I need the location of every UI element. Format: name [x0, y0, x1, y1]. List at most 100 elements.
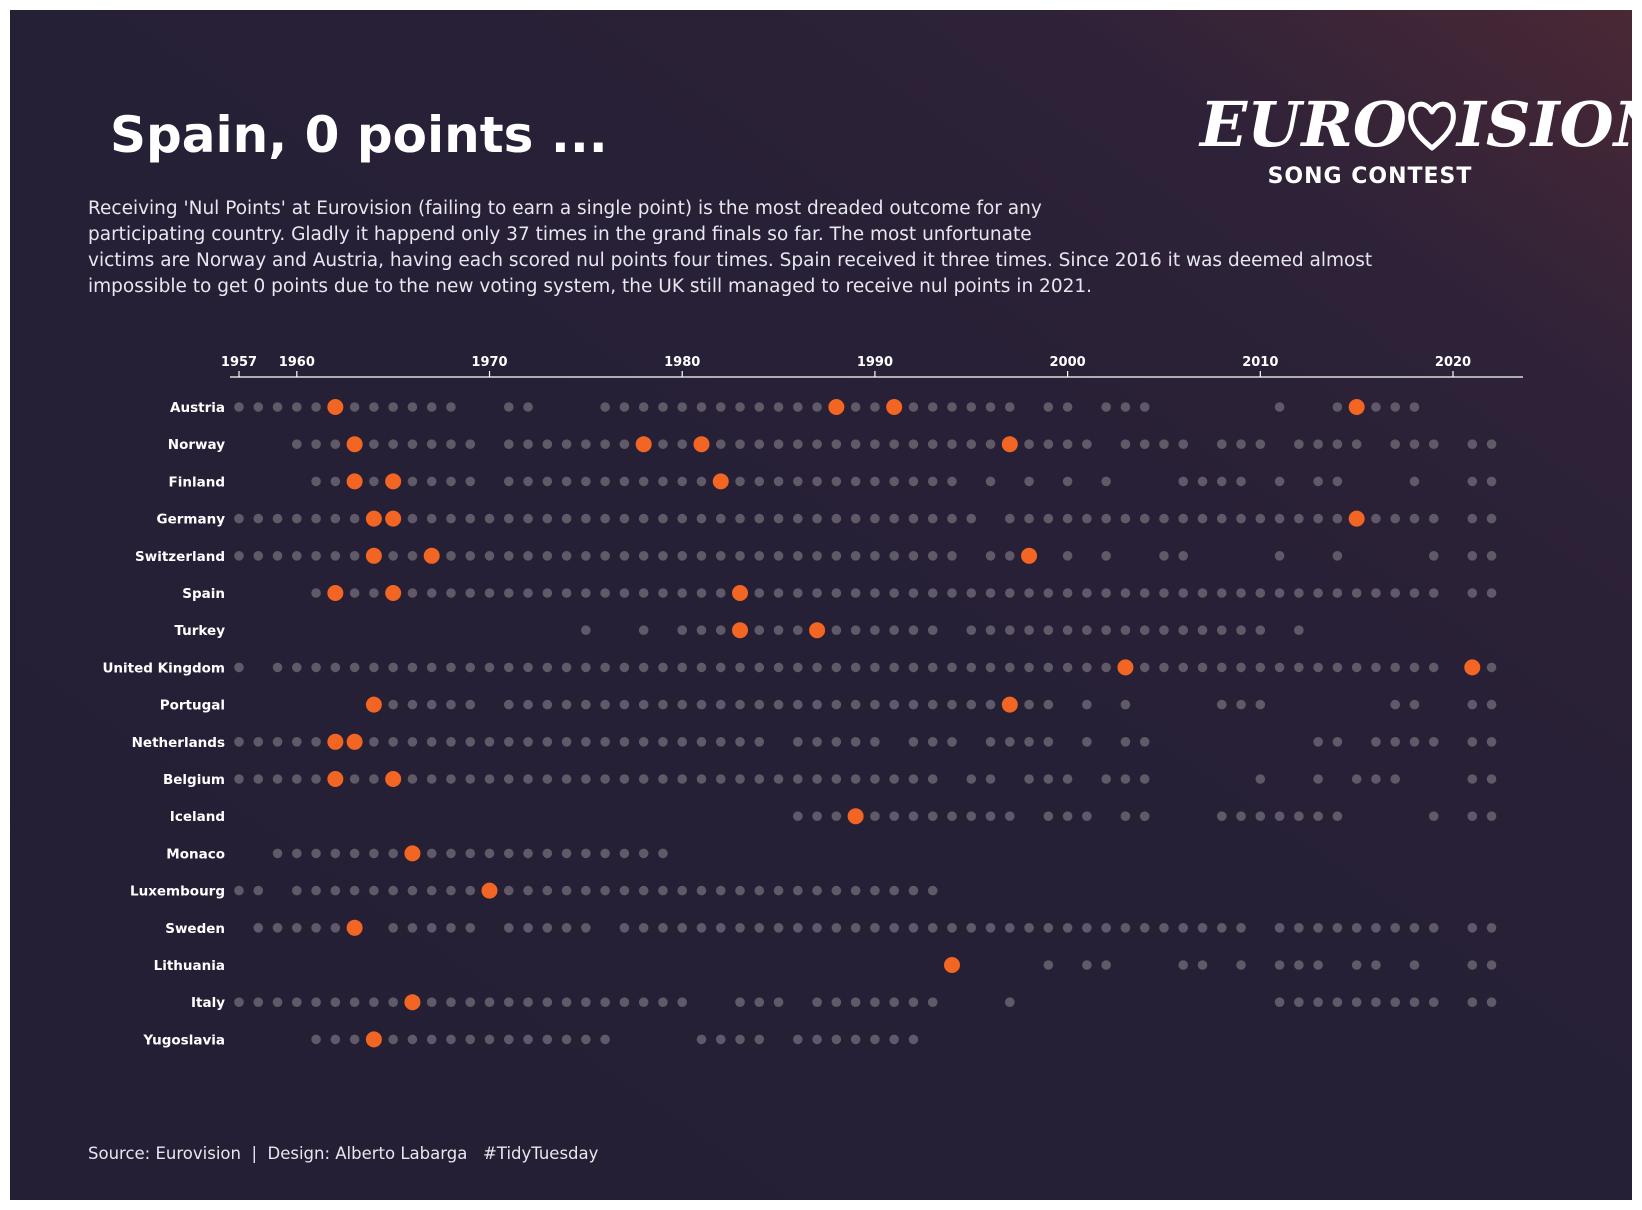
participation-dot: [1139, 774, 1150, 784]
x-tick-label: 2010: [1242, 355, 1278, 370]
participation-dot: [677, 513, 688, 524]
participation-dot: [985, 699, 996, 710]
participation-dot: [1371, 737, 1381, 747]
participation-dot: [793, 662, 803, 673]
participation-dot: [1294, 997, 1304, 1007]
participation-dot: [1120, 923, 1131, 933]
participation-dot: [1390, 662, 1400, 673]
participation-dot: [1486, 662, 1497, 673]
participation-dot: [1409, 923, 1420, 933]
country-label: Iceland: [170, 809, 225, 825]
participation-dot: [1409, 513, 1420, 524]
participation-dot: [1216, 923, 1227, 933]
participation-dot: [1332, 513, 1343, 524]
participation-dot: [966, 811, 977, 821]
participation-dot: [754, 551, 765, 561]
participation-dot: [1274, 923, 1285, 933]
participation-dot: [1062, 625, 1073, 635]
participation-dot: [388, 699, 398, 710]
participation-dot: [292, 923, 302, 933]
participation-dot: [1313, 662, 1323, 673]
x-tick-label: 1960: [279, 355, 315, 370]
participation-dot: [1236, 811, 1246, 821]
participation-dot: [600, 1034, 610, 1045]
participation-dot: [446, 885, 456, 896]
participation-dot: [677, 923, 688, 933]
participation-dot: [1062, 923, 1073, 933]
participation-dot: [638, 476, 649, 487]
participation-dot: [870, 774, 880, 784]
participation-dot: [850, 1034, 861, 1045]
participation-dot: [638, 588, 649, 598]
participation-dot: [735, 402, 745, 412]
participation-dot: [1409, 997, 1420, 1007]
participation-dot: [503, 1034, 514, 1045]
participation-dot: [658, 551, 668, 561]
participation-dot: [1351, 774, 1362, 784]
participation-dot: [1467, 439, 1478, 450]
participation-dot: [1024, 737, 1034, 747]
participation-dot: [812, 476, 822, 487]
participation-dot: [1467, 476, 1478, 487]
participation-dot: [658, 476, 668, 487]
participation-dot: [793, 774, 803, 784]
participation-dot: [638, 737, 649, 747]
participation-dot: [292, 551, 302, 561]
participation-dot: [581, 885, 591, 896]
participation-dot: [484, 662, 495, 673]
participation-dot: [947, 811, 957, 821]
participation-dot: [735, 997, 745, 1007]
participation-dot: [446, 439, 456, 450]
participation-dot: [1139, 402, 1150, 412]
participation-dot: [677, 402, 688, 412]
participation-dot: [793, 476, 803, 487]
participation-dot: [1082, 662, 1092, 673]
participation-dot: [966, 662, 977, 673]
participation-dot: [908, 699, 919, 710]
participation-dot: [1120, 588, 1131, 598]
participation-dot: [1486, 774, 1497, 784]
participation-dot: [523, 551, 533, 561]
participation-dot: [349, 662, 360, 673]
country-label: Turkey: [174, 623, 225, 639]
country-label: Portugal: [160, 698, 225, 714]
participation-dot: [503, 476, 514, 487]
participation-dot: [253, 774, 264, 784]
participation-dot: [985, 476, 996, 487]
participation-dot: [908, 662, 919, 673]
participation-dot: [1236, 699, 1246, 710]
nul-points-dot: [1464, 659, 1481, 676]
participation-dot: [311, 774, 321, 784]
participation-dot: [369, 476, 379, 487]
participation-dot: [1467, 960, 1478, 970]
participation-dot: [1409, 737, 1420, 747]
participation-dot: [1082, 737, 1092, 747]
participation-dot: [253, 402, 264, 412]
participation-dot: [812, 699, 822, 710]
participation-dot: [1178, 625, 1189, 635]
participation-dot: [754, 997, 765, 1007]
country-label: Netherlands: [132, 735, 225, 751]
participation-dot: [696, 513, 707, 524]
participation-dot: [754, 513, 765, 524]
participation-dot: [1332, 662, 1343, 673]
participation-dot: [1024, 699, 1034, 710]
participation-dot: [1139, 513, 1150, 524]
participation-dot: [503, 848, 514, 859]
participation-dot: [889, 551, 899, 561]
participation-dot: [908, 1034, 919, 1045]
participation-dot: [619, 476, 630, 487]
participation-dot: [446, 737, 456, 747]
participation-dot: [542, 1034, 553, 1045]
participation-dot: [754, 439, 765, 450]
participation-dot: [754, 774, 765, 784]
participation-dot: [966, 439, 977, 450]
participation-dot: [947, 588, 957, 598]
participation-dot: [715, 699, 726, 710]
participation-dot: [272, 848, 283, 859]
participation-dot: [812, 885, 822, 896]
participation-dot: [542, 513, 553, 524]
participation-dot: [1216, 476, 1227, 487]
country-label: Yugoslavia: [142, 1032, 225, 1048]
participation-dot: [503, 662, 514, 673]
